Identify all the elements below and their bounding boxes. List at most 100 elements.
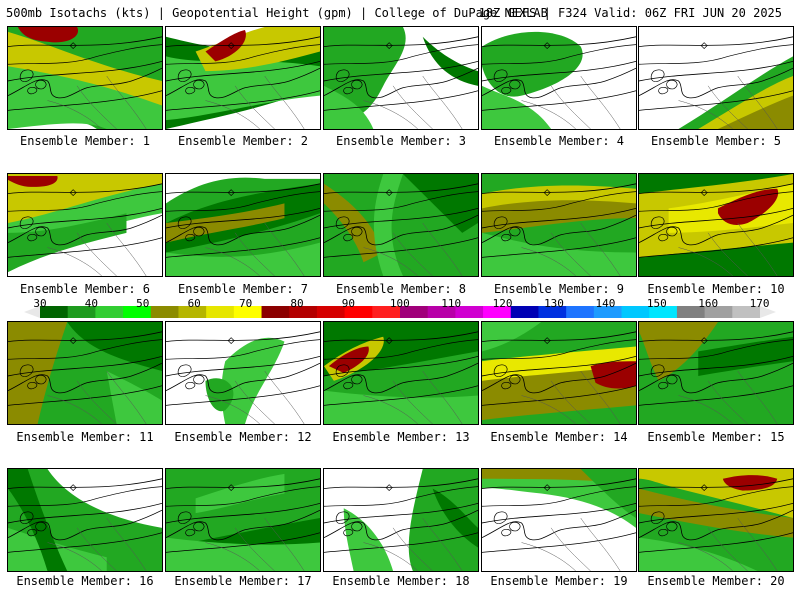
ensemble-map-panel	[165, 26, 321, 130]
ensemble-map-panel	[165, 173, 321, 277]
member-caption: Ensemble Member: 19	[490, 574, 628, 588]
island-marker	[700, 42, 708, 50]
great-lakes	[493, 364, 521, 390]
coastline	[482, 509, 636, 541]
state-lines	[521, 517, 621, 571]
country-border	[639, 339, 793, 360]
ensemble-map-panel	[638, 26, 794, 130]
header-title: 500mb Isotachs (kts) | Geopotential Heig…	[6, 6, 548, 20]
coastline	[324, 362, 478, 394]
great-lakes	[650, 364, 678, 390]
header-valid-time: 18Z GEFS | F324 Valid: 06Z FRI JUN 20 20…	[478, 6, 782, 20]
island-marker	[69, 484, 77, 492]
member-caption: Ensemble Member: 18	[332, 574, 470, 588]
isotach-fill	[343, 508, 394, 571]
isotach-fill	[373, 174, 403, 276]
ensemble-map-panel	[638, 173, 794, 277]
isotach-fill	[106, 371, 162, 424]
member-caption: Ensemble Member: 4	[493, 134, 625, 148]
ensemble-map-panel	[638, 468, 794, 572]
coastline	[166, 67, 320, 99]
colorbar-swatch	[67, 306, 96, 318]
ensemble-map-panel	[165, 321, 321, 425]
colorbar-label: 170	[749, 297, 770, 310]
member-caption: Ensemble Member: 2	[177, 134, 309, 148]
ensemble-map-panel	[323, 321, 479, 425]
island-marker	[227, 337, 235, 345]
country-border	[324, 191, 478, 212]
coastline	[482, 362, 636, 394]
island-marker	[385, 484, 393, 492]
country-border	[166, 486, 320, 507]
isotach-fill	[8, 175, 58, 187]
great-lakes	[177, 511, 205, 537]
great-lakes	[19, 364, 47, 390]
great-lakes	[19, 511, 47, 537]
country-border	[639, 191, 793, 212]
member-caption: Ensemble Member: 13	[332, 430, 470, 444]
isotach-fill	[698, 336, 793, 376]
isotach-fill	[639, 322, 718, 381]
colorbar-label: 40	[84, 297, 99, 310]
country-border	[166, 339, 320, 360]
isotach-fill	[408, 469, 478, 571]
country-border	[8, 486, 162, 507]
isotach-fill	[205, 378, 234, 412]
ensemble-map-panel	[165, 468, 321, 572]
isotach-fill	[422, 36, 478, 86]
member-caption: Ensemble Member: 8	[335, 282, 467, 296]
member-caption: Ensemble Member: 3	[335, 134, 467, 148]
member-caption: Ensemble Member: 5	[650, 134, 782, 148]
great-lakes	[177, 69, 205, 95]
isotach-fill	[17, 27, 79, 43]
state-lines	[205, 222, 305, 276]
colorbar-label: 130	[544, 297, 564, 310]
member-caption: Ensemble Member: 11	[16, 430, 154, 444]
member-caption: Ensemble Member: 1	[19, 134, 151, 148]
colorbar-swatch	[316, 306, 346, 318]
isotach-fill	[639, 488, 793, 538]
isotach-fill	[324, 85, 374, 129]
island-marker	[543, 42, 551, 50]
member-caption: Ensemble Member: 20	[647, 574, 785, 588]
country-border	[8, 339, 162, 360]
isotach-fill	[8, 322, 68, 424]
great-lakes	[177, 216, 205, 242]
member-caption: Ensemble Member: 15	[647, 430, 785, 444]
country-border	[482, 486, 636, 507]
coastline	[639, 509, 793, 541]
ensemble-map-panel	[7, 173, 163, 277]
colorbar-label: 50	[136, 297, 150, 310]
state-lines	[47, 517, 147, 571]
colorbar-label: 80	[290, 297, 304, 310]
country-border	[482, 191, 636, 212]
isotach-fill	[482, 322, 542, 352]
great-lakes	[335, 511, 363, 537]
colorbar-swatch	[400, 306, 429, 318]
isotach-fill	[717, 188, 779, 225]
island-marker	[69, 189, 77, 197]
colorbar-label: 90	[341, 297, 356, 310]
great-lakes	[335, 364, 363, 390]
island-marker	[227, 484, 235, 492]
great-lakes	[650, 511, 678, 537]
chart-header: 500mb Isotachs (kts) | Geopotential Heig…	[6, 6, 796, 22]
island-marker	[385, 189, 393, 197]
coastline	[8, 509, 162, 541]
member-caption: Ensemble Member: 14	[490, 430, 628, 444]
colorbar-swatch	[427, 306, 456, 318]
colorbar	[40, 306, 760, 318]
isotach-fill	[8, 469, 68, 571]
country-border	[166, 44, 320, 65]
colorbar-swatch	[649, 306, 678, 318]
colorbar-swatch	[289, 306, 318, 318]
colorbar-swatch	[566, 306, 595, 318]
country-border	[482, 44, 636, 65]
coastline	[166, 214, 320, 246]
great-lakes	[493, 69, 521, 95]
state-lines	[363, 222, 463, 276]
state-lines	[205, 370, 305, 424]
island-marker	[543, 337, 551, 345]
country-border	[639, 44, 793, 65]
great-lakes	[650, 216, 678, 242]
